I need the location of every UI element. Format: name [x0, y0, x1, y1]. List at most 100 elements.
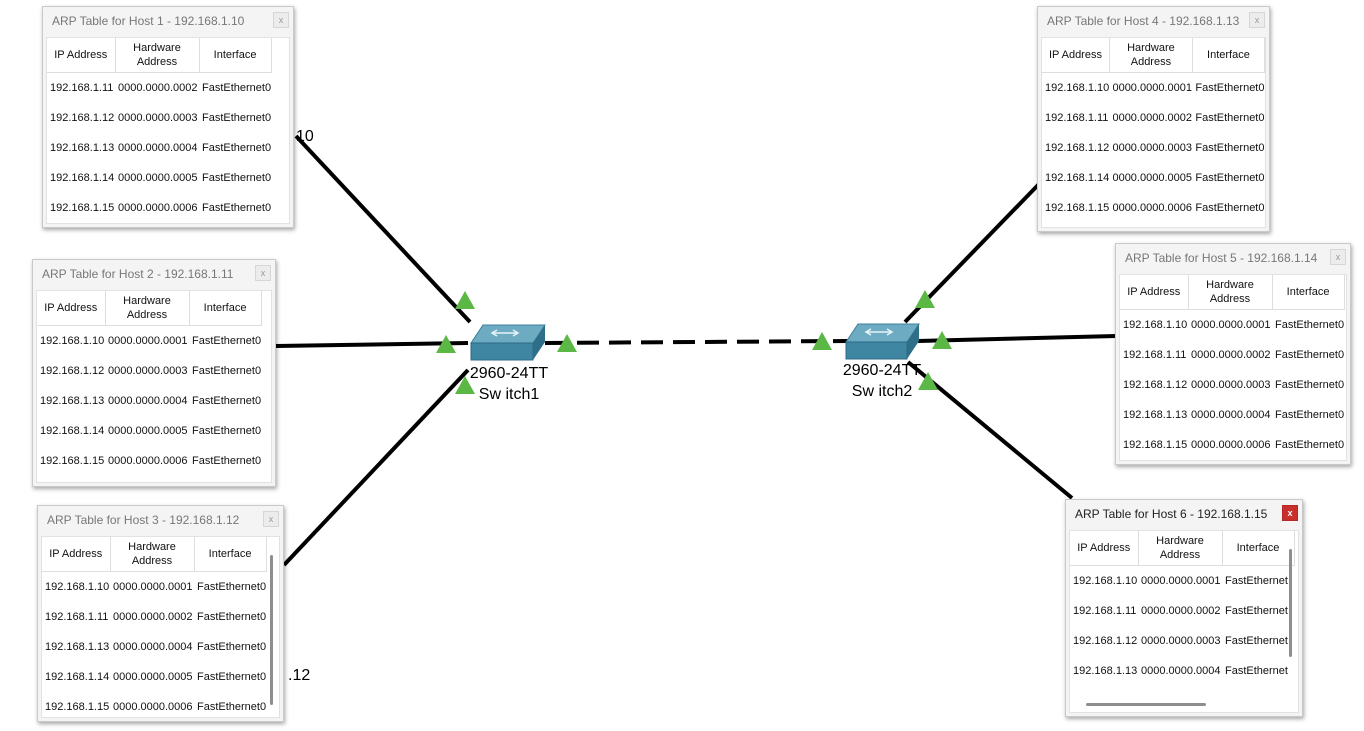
- arp-window-host2[interactable]: ARP Table for Host 2 - 192.168.1.11 x IP A…: [32, 259, 276, 487]
- table-row[interactable]: 192.168.1.15 0000.0000.0006 FastEthernet0: [47, 193, 271, 223]
- arp-table-viewport[interactable]: IP Address Hardware Address Interface 192.1…: [41, 536, 280, 718]
- arp-window-host4[interactable]: ARP Table for Host 4 - 192.168.1.13 x IP A…: [1037, 6, 1270, 232]
- close-icon[interactable]: x: [263, 511, 279, 527]
- window-title-bar[interactable]: ARP Table for Host 5 - 192.168.1.14 x: [1116, 244, 1350, 272]
- close-icon[interactable]: x: [1330, 249, 1346, 265]
- column-header-interface[interactable]: Interface: [1272, 275, 1345, 310]
- table-row[interactable]: 192.168.1.13 0000.0000.0004 FastEthernet0: [37, 386, 261, 416]
- arp-table-viewport[interactable]: IP Address Hardware Address Interface 192.1…: [1041, 37, 1266, 228]
- ip-address-cell: 192.168.1.10: [45, 581, 110, 593]
- link-host2-switch1[interactable]: [275, 341, 469, 348]
- table-row[interactable]: 192.168.1.14 0000.0000.0005 FastEthernet0: [1042, 163, 1265, 193]
- table-row[interactable]: 192.168.1.12 0000.0000.0003 FastEthernet: [1070, 626, 1294, 656]
- close-icon[interactable]: x: [1249, 12, 1265, 28]
- column-header-ip[interactable]: IP Address: [47, 38, 116, 73]
- window-title-bar[interactable]: ARP Table for Host 3 - 192.168.1.12 x: [38, 506, 283, 534]
- close-icon[interactable]: x: [255, 265, 271, 281]
- table-row[interactable]: 192.168.1.10 0000.0000.0001 FastEthernet0: [1042, 73, 1265, 104]
- link-switch1-switch2[interactable]: [544, 339, 849, 345]
- arp-table-viewport[interactable]: IP Address Hardware Address Interface 192.1…: [1069, 530, 1299, 713]
- column-header-interface[interactable]: Interface: [1222, 531, 1295, 566]
- window-title-bar[interactable]: ARP Table for Host 2 - 192.168.1.11 x: [33, 260, 275, 288]
- table-row[interactable]: 192.168.1.12 0000.0000.0003 FastEthernet0: [1042, 133, 1265, 163]
- table-row[interactable]: 192.168.1.11 0000.0000.0002 FastEthernet0: [42, 602, 266, 632]
- interface-cell: FastEthernet0: [197, 641, 267, 653]
- column-header-ip[interactable]: IP Address: [37, 291, 106, 326]
- switch1-icon[interactable]: [470, 324, 546, 361]
- table-row[interactable]: 192.168.1.11 0000.0000.0002 FastEthernet0: [1042, 103, 1265, 133]
- window-title: ARP Table for Host 6 - 192.168.1.15: [1075, 507, 1268, 521]
- window-title-bar[interactable]: ARP Table for Host 1 - 192.168.1.10 x: [43, 7, 293, 35]
- column-header-hardware[interactable]: Hardware Address: [110, 537, 195, 572]
- arp-window-host1[interactable]: ARP Table for Host 1 - 192.168.1.10 x IP A…: [42, 6, 294, 228]
- arp-table-viewport[interactable]: IP Address Hardware Address Interface 192.1…: [46, 37, 290, 224]
- horizontal-scrollbar[interactable]: [1086, 703, 1206, 706]
- ip-address-cell: 192.168.1.11: [45, 611, 109, 623]
- table-row[interactable]: 192.168.1.14 0000.0000.0005 FastEthernet0: [47, 163, 271, 193]
- interface-cell: FastEthernet: [1225, 665, 1288, 677]
- link-host5-switch2[interactable]: [917, 334, 1117, 343]
- column-header-ip[interactable]: IP Address: [42, 537, 111, 572]
- column-header-hardware[interactable]: Hardware Address: [1188, 275, 1273, 310]
- table-row[interactable]: 192.168.1.15 0000.0000.0006 FastEthernet0: [37, 446, 261, 476]
- column-header-interface[interactable]: Interface: [194, 537, 267, 572]
- ip-address-cell: 192.168.1.10: [40, 335, 105, 347]
- table-row[interactable]: 192.168.1.11 0000.0000.0002 FastEthernet: [1070, 596, 1294, 626]
- table-row[interactable]: 192.168.1.10 0000.0000.0001 FastEthernet0: [1120, 310, 1344, 341]
- table-row[interactable]: 192.168.1.10 0000.0000.0001 FastEthernet0: [37, 326, 261, 357]
- column-header-ip[interactable]: IP Address: [1070, 531, 1139, 566]
- interface-cell: FastEthernet0: [192, 365, 262, 377]
- table-row[interactable]: 192.168.1.11 0000.0000.0002 FastEthernet0: [47, 73, 271, 104]
- column-header-interface[interactable]: Interface: [1192, 38, 1265, 73]
- ip-address-cell: 192.168.1.14: [50, 172, 115, 184]
- switch-name-label: Sw itch1: [478, 386, 540, 403]
- hardware-address-cell: 0000.0000.0003: [108, 365, 188, 377]
- link-host6-switch2[interactable]: [906, 360, 1074, 500]
- column-header-interface[interactable]: Interface: [199, 38, 272, 73]
- table-row[interactable]: 192.168.1.15 0000.0000.0006 FastEthernet0: [1042, 193, 1265, 223]
- port-up-indicator: [918, 372, 938, 390]
- arp-table-viewport[interactable]: IP Address Hardware Address Interface 192.1…: [36, 290, 272, 483]
- window-title-bar[interactable]: ARP Table for Host 6 - 192.168.1.15 x: [1066, 500, 1302, 528]
- table-row[interactable]: 192.168.1.10 0000.0000.0001 FastEthernet0: [42, 572, 266, 603]
- table-row[interactable]: 192.168.1.14 0000.0000.0005 FastEthernet0: [37, 416, 261, 446]
- table-row[interactable]: 192.168.1.13 0000.0000.0004 FastEthernet: [1070, 656, 1294, 686]
- link-host1-switch1[interactable]: [294, 134, 472, 324]
- column-header-hardware[interactable]: Hardware Address: [1109, 38, 1193, 73]
- vertical-scrollbar[interactable]: [1289, 549, 1292, 657]
- column-header-hardware[interactable]: Hardware Address: [105, 291, 190, 326]
- table-row[interactable]: 192.168.1.14 0000.0000.0005 FastEthernet0: [42, 662, 266, 692]
- arp-window-host3[interactable]: ARP Table for Host 3 - 192.168.1.12 x IP A…: [37, 505, 284, 722]
- table-row[interactable]: 192.168.1.12 0000.0000.0003 FastEthernet0: [37, 356, 261, 386]
- table-row[interactable]: 192.168.1.12 0000.0000.0003 FastEthernet0: [1120, 370, 1344, 400]
- column-header-interface[interactable]: Interface: [189, 291, 262, 326]
- table-row[interactable]: 192.168.1.15 0000.0000.0006 FastEthernet0: [42, 692, 266, 717]
- column-header-hardware[interactable]: Hardware Address: [115, 38, 200, 73]
- column-header-ip[interactable]: IP Address: [1120, 275, 1189, 310]
- window-title-bar[interactable]: ARP Table for Host 4 - 192.168.1.13 x: [1038, 7, 1269, 35]
- column-header-ip[interactable]: IP Address: [1042, 38, 1110, 73]
- switch2-icon[interactable]: [845, 323, 920, 360]
- link-host3-switch1[interactable]: [282, 368, 470, 567]
- vertical-scrollbar[interactable]: [270, 555, 273, 705]
- close-icon[interactable]: x: [273, 12, 289, 28]
- table-row[interactable]: 192.168.1.13 0000.0000.0004 FastEthernet0: [47, 133, 271, 163]
- ip-address-cell: 192.168.1.14: [40, 425, 105, 437]
- arp-table-viewport[interactable]: IP Address Hardware Address Interface 192.1…: [1119, 274, 1347, 461]
- interface-cell: FastEthernet: [1225, 575, 1288, 587]
- column-header-hardware[interactable]: Hardware Address: [1138, 531, 1223, 566]
- arp-window-host6[interactable]: ARP Table for Host 6 - 192.168.1.15 x IP A…: [1065, 499, 1303, 717]
- interface-cell: FastEthernet0: [1195, 142, 1265, 154]
- hardware-address-cell: 0000.0000.0004: [1141, 665, 1221, 677]
- table-row[interactable]: 192.168.1.10 0000.0000.0001 FastEthernet: [1070, 566, 1294, 597]
- table-row[interactable]: 192.168.1.15 0000.0000.0006 FastEthernet0: [1120, 430, 1344, 460]
- port-up-indicator: [455, 376, 475, 394]
- table-row[interactable]: 192.168.1.12 0000.0000.0003 FastEthernet0: [47, 103, 271, 133]
- arp-window-host5[interactable]: ARP Table for Host 5 - 192.168.1.14 x IP A…: [1115, 243, 1351, 465]
- table-row[interactable]: 192.168.1.13 0000.0000.0004 FastEthernet0: [1120, 400, 1344, 430]
- table-row[interactable]: 192.168.1.13 0000.0000.0004 FastEthernet0: [42, 632, 266, 662]
- hardware-address-cell: 0000.0000.0005: [118, 172, 198, 184]
- table-row[interactable]: 192.168.1.11 0000.0000.0002 FastEthernet0: [1120, 340, 1344, 370]
- close-icon[interactable]: x: [1282, 505, 1298, 521]
